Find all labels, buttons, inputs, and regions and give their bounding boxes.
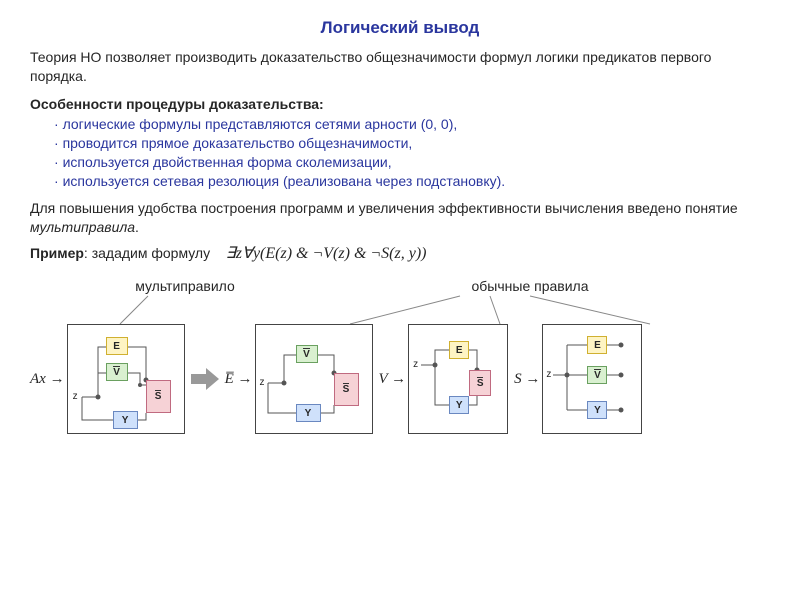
node-y: Y	[296, 404, 321, 422]
node-s: S	[469, 370, 491, 396]
node-e: E	[587, 336, 607, 354]
node-y: Y	[113, 411, 138, 429]
node-v: V	[587, 366, 607, 384]
diagram-3: V → z E Y S	[379, 324, 509, 434]
intro-text: Теория НО позволяет производить доказате…	[30, 48, 770, 86]
diagram-labels: мультиправило обычные правила	[30, 278, 770, 294]
z-label: z	[413, 359, 418, 370]
bullet-item: используется двойственная форма сколемиз…	[54, 154, 770, 170]
diagram-box: z V Y S	[255, 324, 373, 434]
bullet-item: используется сетевая резолюция (реализов…	[54, 173, 770, 189]
features-heading: Особенности процедуры доказательства:	[30, 96, 770, 112]
node-v: V	[296, 345, 318, 363]
diagram-4: S → z E V Y	[514, 324, 642, 434]
bullet-list: логические формулы представляются сетями…	[54, 116, 770, 189]
prefix-s: S →	[514, 371, 540, 388]
example-lead: Пример	[30, 245, 84, 261]
page-title: Логический вывод	[30, 18, 770, 38]
diagram-box: z E V Y S	[67, 324, 185, 434]
bullet-item: проводится прямое доказательство общезна…	[54, 135, 770, 151]
multi-paragraph: Для повышения удобства построения програ…	[30, 199, 770, 237]
z-label: z	[546, 369, 551, 380]
node-s: S	[146, 380, 171, 413]
z-label: z	[73, 391, 78, 402]
arrow-big-icon	[191, 368, 219, 390]
period: .	[135, 219, 139, 235]
prefix-ax: Ax →	[30, 371, 65, 388]
example-rest: : зададим формулу	[84, 245, 210, 261]
z-label: z	[260, 377, 265, 388]
node-e: E	[449, 341, 469, 359]
node-s: S	[334, 373, 359, 406]
formula: ∃z∀y(E(z) & ¬V(z) & ¬S(z, y))	[226, 245, 427, 262]
prefix-v: V →	[379, 371, 407, 388]
node-y: Y	[587, 401, 607, 419]
multi-text: Для повышения удобства построения програ…	[30, 200, 738, 216]
label-usual: обычные правила	[420, 278, 640, 294]
prefix-e: E̅ →	[225, 371, 253, 388]
example-line: Пример: зададим формулу ∃z∀y(E(z) & ¬V(z…	[30, 243, 770, 265]
diagram-2: E̅ → z V Y S	[225, 324, 373, 434]
diagram-row: Ax → z E V Y S E̅ →	[30, 324, 770, 434]
diagram-1: Ax → z E V Y S	[30, 324, 185, 434]
multi-term: мультиправила	[30, 219, 135, 235]
node-v: V	[106, 363, 128, 381]
node-y: Y	[449, 396, 469, 414]
diagram-box: z E V Y	[542, 324, 642, 434]
diagram-box: z E Y S	[408, 324, 508, 434]
bullet-item: логические формулы представляются сетями…	[54, 116, 770, 132]
node-e: E	[106, 337, 128, 355]
label-multi: мультиправило	[100, 278, 270, 294]
